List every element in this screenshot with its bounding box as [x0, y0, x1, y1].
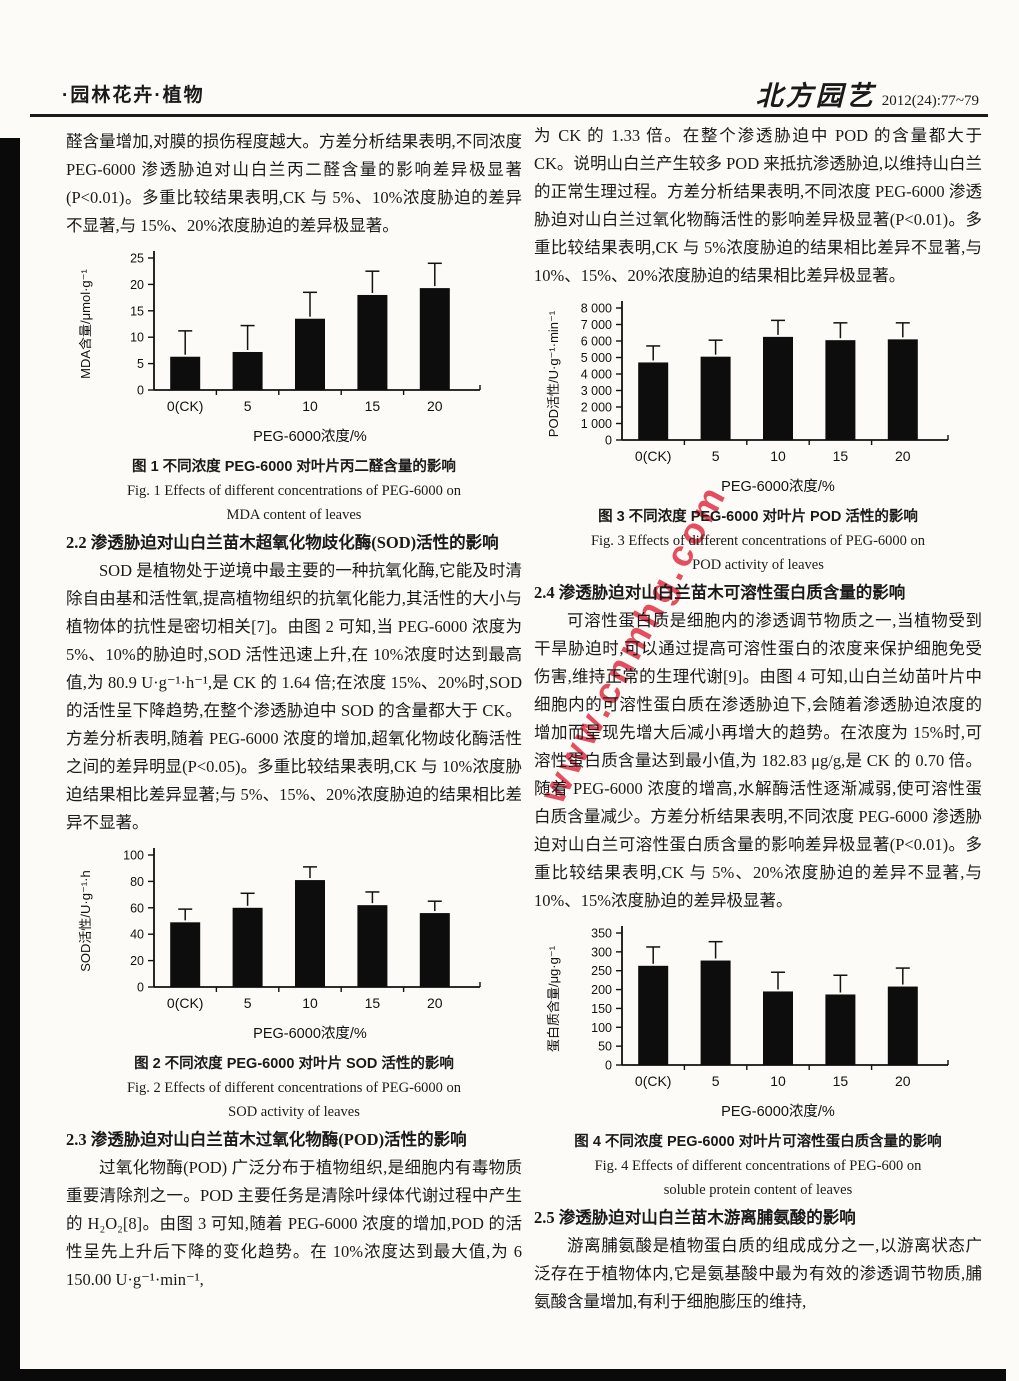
- section-2-5-heading: 2.5 渗透胁迫对山白兰苗木游离脯氨酸的影响: [534, 1208, 856, 1227]
- section-2-2-heading: 2.2 渗透胁迫对山白兰苗木超氧化物歧化酶(SOD)活性的影响: [66, 533, 499, 552]
- mda-bar-chart: 0 5 10 15 20 25 0(CK) 5 10 15 20 PEG-6000浓度/% MDA含量/…: [66, 244, 522, 455]
- fig1-caption-zh: 图 1 不同浓度 PEG-6000 对叶片丙二醛含量的影响: [132, 459, 456, 475]
- svg-text:10: 10: [302, 995, 318, 1011]
- svg-text:PEG-6000浓度/%: PEG-6000浓度/%: [253, 428, 367, 445]
- svg-text:5 000: 5 000: [581, 351, 612, 365]
- svg-text:40: 40: [130, 928, 144, 942]
- svg-text:5: 5: [712, 1073, 720, 1089]
- svg-text:10: 10: [770, 448, 786, 464]
- svg-text:300: 300: [591, 945, 612, 959]
- svg-text:0(CK): 0(CK): [167, 995, 204, 1011]
- section-2-4-body: 可溶性蛋白质是细胞内的渗透调节物质之一,当植物受到干旱胁迫时,可以通过提高可溶性…: [534, 611, 982, 910]
- svg-text:PEG-6000浓度/%: PEG-6000浓度/%: [721, 478, 835, 495]
- pod-bar-chart: 0 1 000 2 000 3 000 4 000 5 000 6 000 7 000 8 00…: [534, 294, 982, 505]
- svg-text:100: 100: [591, 1021, 612, 1035]
- svg-text:0(CK): 0(CK): [635, 448, 672, 464]
- svg-text:10: 10: [770, 1073, 786, 1089]
- fig3-caption-zh: 图 3 不同浓度 PEG-6000 对叶片 POD 活性的影响: [598, 509, 918, 525]
- fig2-caption-zh: 图 2 不同浓度 PEG-6000 对叶片 SOD 活性的影响: [134, 1056, 454, 1072]
- header-rule: [30, 114, 988, 117]
- svg-text:150: 150: [591, 1002, 612, 1016]
- scan-artifact-bottom-bar: [0, 1369, 1006, 1381]
- section-2-2-body: SOD 是植物处于逆境中最主要的一种抗氧化酶,它能及时清除自由基和活性氧,提高植…: [66, 561, 522, 832]
- paragraph-pod-discussion: 为 CK 的 1.33 倍。在整个渗透胁迫中 POD 的含量都大于 CK。说明山…: [534, 126, 982, 285]
- svg-text:SOD活性/U·g⁻¹·h: SOD活性/U·g⁻¹·h: [78, 870, 93, 971]
- svg-text:10: 10: [302, 398, 318, 414]
- svg-text:PEG-6000浓度/%: PEG-6000浓度/%: [253, 1025, 367, 1042]
- svg-text:20: 20: [130, 278, 144, 292]
- svg-text:0: 0: [137, 981, 144, 995]
- svg-text:100: 100: [123, 849, 144, 863]
- svg-text:80: 80: [130, 875, 144, 889]
- section-2-5-body: 游离脯氨酸是植物蛋白质的组成成分之一,以游离状态广泛存在于植物体内,它是氨基酸中…: [534, 1236, 982, 1311]
- svg-text:4 000: 4 000: [581, 368, 612, 382]
- svg-text:0(CK): 0(CK): [167, 398, 204, 414]
- right-column: 为 CK 的 1.33 倍。在整个渗透胁迫中 POD 的含量都大于 CK。说明山…: [534, 122, 982, 1316]
- svg-text:5: 5: [137, 357, 144, 371]
- fig3-caption-en-line1: Fig. 3 Effects of different concentratio…: [590, 533, 926, 549]
- svg-text:20: 20: [427, 995, 443, 1011]
- sod-bar-chart: 0 20 40 60 80 100 0(CK) 5 10 15 20 PEG-6000浓度/% SOD活…: [66, 841, 522, 1052]
- svg-text:蛋白质含量/μg·g⁻¹: 蛋白质含量/μg·g⁻¹: [546, 945, 561, 1052]
- svg-text:PEG-6000浓度/%: PEG-6000浓度/%: [721, 1103, 835, 1120]
- svg-text:5: 5: [712, 448, 720, 464]
- svg-text:15: 15: [365, 995, 381, 1011]
- svg-text:2 000: 2 000: [581, 401, 612, 415]
- svg-text:POD活性/U·g⁻¹·min⁻¹: POD活性/U·g⁻¹·min⁻¹: [546, 310, 561, 437]
- section-2-3-body: 过氧化物酶(POD) 广泛分布于植物组织,是细胞内有毒物质重要清除剂之一。POD…: [66, 1158, 522, 1289]
- svg-text:15: 15: [130, 304, 144, 318]
- svg-text:200: 200: [591, 983, 612, 997]
- fig2-caption-en-line1: Fig. 2 Effects of different concentratio…: [126, 1080, 462, 1096]
- header-section-label: ·园林花卉·植物: [62, 85, 205, 106]
- svg-text:10: 10: [130, 331, 144, 345]
- header-journal: 北方园艺 2012(24):77~79: [756, 74, 979, 113]
- fig3-caption-en-line2: POD activity of leaves: [692, 557, 824, 573]
- fig1-caption-en-line1: Fig. 1 Effects of different concentratio…: [126, 483, 462, 499]
- svg-text:20: 20: [427, 398, 443, 414]
- svg-text:0: 0: [605, 1059, 612, 1073]
- svg-text:15: 15: [833, 448, 849, 464]
- svg-text:5: 5: [244, 398, 252, 414]
- scan-artifact-left-bar: [0, 138, 20, 1381]
- svg-text:15: 15: [365, 398, 381, 414]
- svg-text:20: 20: [895, 448, 911, 464]
- section-2-4-heading: 2.4 渗透胁迫对山白兰苗木可溶性蛋白质含量的影响: [534, 583, 906, 602]
- svg-text:8 000: 8 000: [581, 302, 612, 316]
- svg-text:7 000: 7 000: [581, 318, 612, 332]
- svg-text:6 000: 6 000: [581, 335, 612, 349]
- svg-text:5: 5: [244, 995, 252, 1011]
- svg-text:0: 0: [605, 434, 612, 448]
- svg-text:1 000: 1 000: [581, 417, 612, 431]
- paragraph-mda-discussion: 醛含量增加,对膜的损伤程度越大。方差分析结果表明,不同浓度 PEG-6000 渗…: [66, 132, 522, 235]
- svg-text:250: 250: [591, 964, 612, 978]
- fig1-caption-en-line2: MDA content of leaves: [226, 507, 362, 523]
- svg-text:20: 20: [895, 1073, 911, 1089]
- fig4-caption-zh: 图 4 不同浓度 PEG-6000 对叶片可溶性蛋白质含量的影响: [574, 1134, 942, 1150]
- fig4-caption-en-line1: Fig. 4 Effects of different concentratio…: [594, 1158, 922, 1174]
- section-2-3-heading: 2.3 渗透胁迫对山白兰苗木过氧化物酶(POD)活性的影响: [66, 1130, 467, 1149]
- svg-text:3 000: 3 000: [581, 384, 612, 398]
- left-column: 醛含量增加,对膜的损伤程度越大。方差分析结果表明,不同浓度 PEG-6000 渗…: [66, 128, 522, 1294]
- journal-name: 北方园艺: [755, 81, 876, 111]
- svg-text:60: 60: [130, 901, 144, 915]
- svg-text:350: 350: [591, 927, 612, 941]
- journal-issue-info: 2012(24):77~79: [881, 93, 979, 109]
- svg-text:MDA含量/μmol·g⁻¹: MDA含量/μmol·g⁻¹: [78, 268, 93, 378]
- svg-text:25: 25: [130, 252, 144, 266]
- svg-text:0: 0: [137, 384, 144, 398]
- fig4-caption-en-line2: soluble protein content of leaves: [663, 1182, 853, 1198]
- protein-bar-chart: 0 50 100 150 200 250 300 350 0(CK) 5 10 15 20 PEG-600…: [534, 919, 982, 1130]
- svg-text:50: 50: [598, 1040, 612, 1054]
- fig2-caption-en-line2: SOD activity of leaves: [228, 1104, 360, 1120]
- svg-text:0(CK): 0(CK): [635, 1073, 672, 1089]
- svg-text:15: 15: [833, 1073, 849, 1089]
- svg-text:20: 20: [130, 954, 144, 968]
